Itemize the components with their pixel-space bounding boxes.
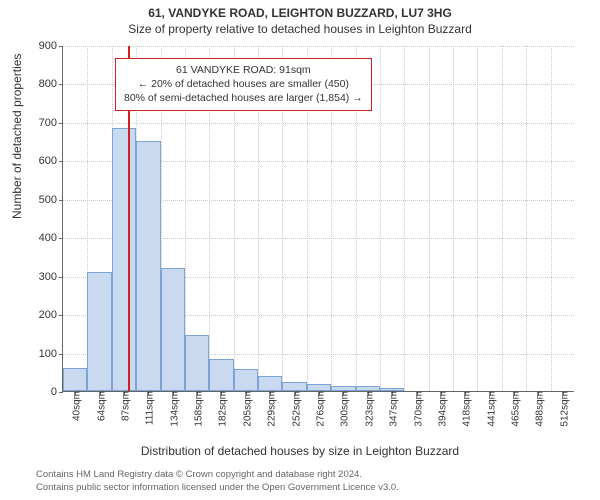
histogram-bar xyxy=(282,382,306,391)
histogram-bar xyxy=(185,335,209,391)
gridline-h xyxy=(63,46,574,47)
y-tick-label: 700 xyxy=(39,117,63,129)
x-tick-label: 276sqm xyxy=(312,391,327,427)
gridline-v xyxy=(526,46,527,391)
gridline-v xyxy=(404,46,405,391)
y-tick-label: 300 xyxy=(39,271,63,283)
y-tick-label: 100 xyxy=(39,348,63,360)
footnotes: Contains HM Land Registry data © Crown c… xyxy=(36,469,399,494)
footnote-line: Contains HM Land Registry data © Crown c… xyxy=(36,469,399,481)
y-tick-label: 900 xyxy=(39,40,63,52)
histogram-bar xyxy=(161,268,185,391)
callout-line: 61 VANDYKE ROAD: 91sqm xyxy=(124,63,363,77)
y-tick-label: 500 xyxy=(39,194,63,206)
footnote-line: Contains public sector information licen… xyxy=(36,482,399,494)
histogram-bar xyxy=(234,369,258,391)
x-tick-label: 512sqm xyxy=(555,391,570,427)
x-tick-label: 488sqm xyxy=(531,391,546,427)
x-tick-label: 300sqm xyxy=(336,391,351,427)
histogram-bar xyxy=(209,359,233,391)
title-sub: Size of property relative to detached ho… xyxy=(0,22,600,36)
gridline-v xyxy=(551,46,552,391)
x-axis-label: Distribution of detached houses by size … xyxy=(0,444,600,458)
x-tick-label: 347sqm xyxy=(385,391,400,427)
x-tick-label: 465sqm xyxy=(507,391,522,427)
chart-titles: 61, VANDYKE ROAD, LEIGHTON BUZZARD, LU7 … xyxy=(0,0,600,36)
gridline-v xyxy=(380,46,381,391)
x-tick-label: 229sqm xyxy=(263,391,278,427)
x-tick-label: 134sqm xyxy=(165,391,180,427)
gridline-h xyxy=(63,123,574,124)
x-tick-label: 370sqm xyxy=(409,391,424,427)
x-tick-label: 40sqm xyxy=(68,391,83,421)
x-tick-label: 64sqm xyxy=(92,391,107,421)
histogram-bar xyxy=(87,272,111,391)
histogram-bar xyxy=(258,376,282,391)
gridline-v xyxy=(429,46,430,391)
y-tick-label: 200 xyxy=(39,309,63,321)
x-tick-label: 441sqm xyxy=(482,391,497,427)
x-tick-label: 111sqm xyxy=(141,391,156,425)
y-axis-label: Number of detached properties xyxy=(10,54,24,219)
y-tick-label: 400 xyxy=(39,232,63,244)
x-tick-label: 158sqm xyxy=(190,391,205,427)
marker-callout: 61 VANDYKE ROAD: 91sqm← 20% of detached … xyxy=(115,58,372,111)
y-tick-label: 0 xyxy=(51,386,63,398)
gridline-v xyxy=(477,46,478,391)
callout-line: 80% of semi-detached houses are larger (… xyxy=(124,91,363,105)
x-tick-label: 394sqm xyxy=(433,391,448,427)
histogram-bar xyxy=(307,384,331,391)
histogram-bar xyxy=(112,128,136,391)
gridline-v xyxy=(453,46,454,391)
y-tick-label: 800 xyxy=(39,78,63,90)
x-tick-label: 323sqm xyxy=(360,391,375,427)
title-main: 61, VANDYKE ROAD, LEIGHTON BUZZARD, LU7 … xyxy=(0,6,600,20)
x-tick-label: 252sqm xyxy=(287,391,302,427)
x-tick-label: 205sqm xyxy=(238,391,253,427)
x-tick-label: 418sqm xyxy=(458,391,473,427)
gridline-v xyxy=(502,46,503,391)
x-tick-label: 182sqm xyxy=(214,391,229,427)
histogram-bar xyxy=(63,368,87,391)
x-tick-label: 87sqm xyxy=(116,391,131,421)
chart-area: 010020030040050060070080090040sqm64sqm87… xyxy=(62,46,574,392)
histogram-bar xyxy=(136,141,160,391)
plot-region: 010020030040050060070080090040sqm64sqm87… xyxy=(62,46,574,392)
y-tick-label: 600 xyxy=(39,155,63,167)
callout-line: ← 20% of detached houses are smaller (45… xyxy=(124,77,363,91)
